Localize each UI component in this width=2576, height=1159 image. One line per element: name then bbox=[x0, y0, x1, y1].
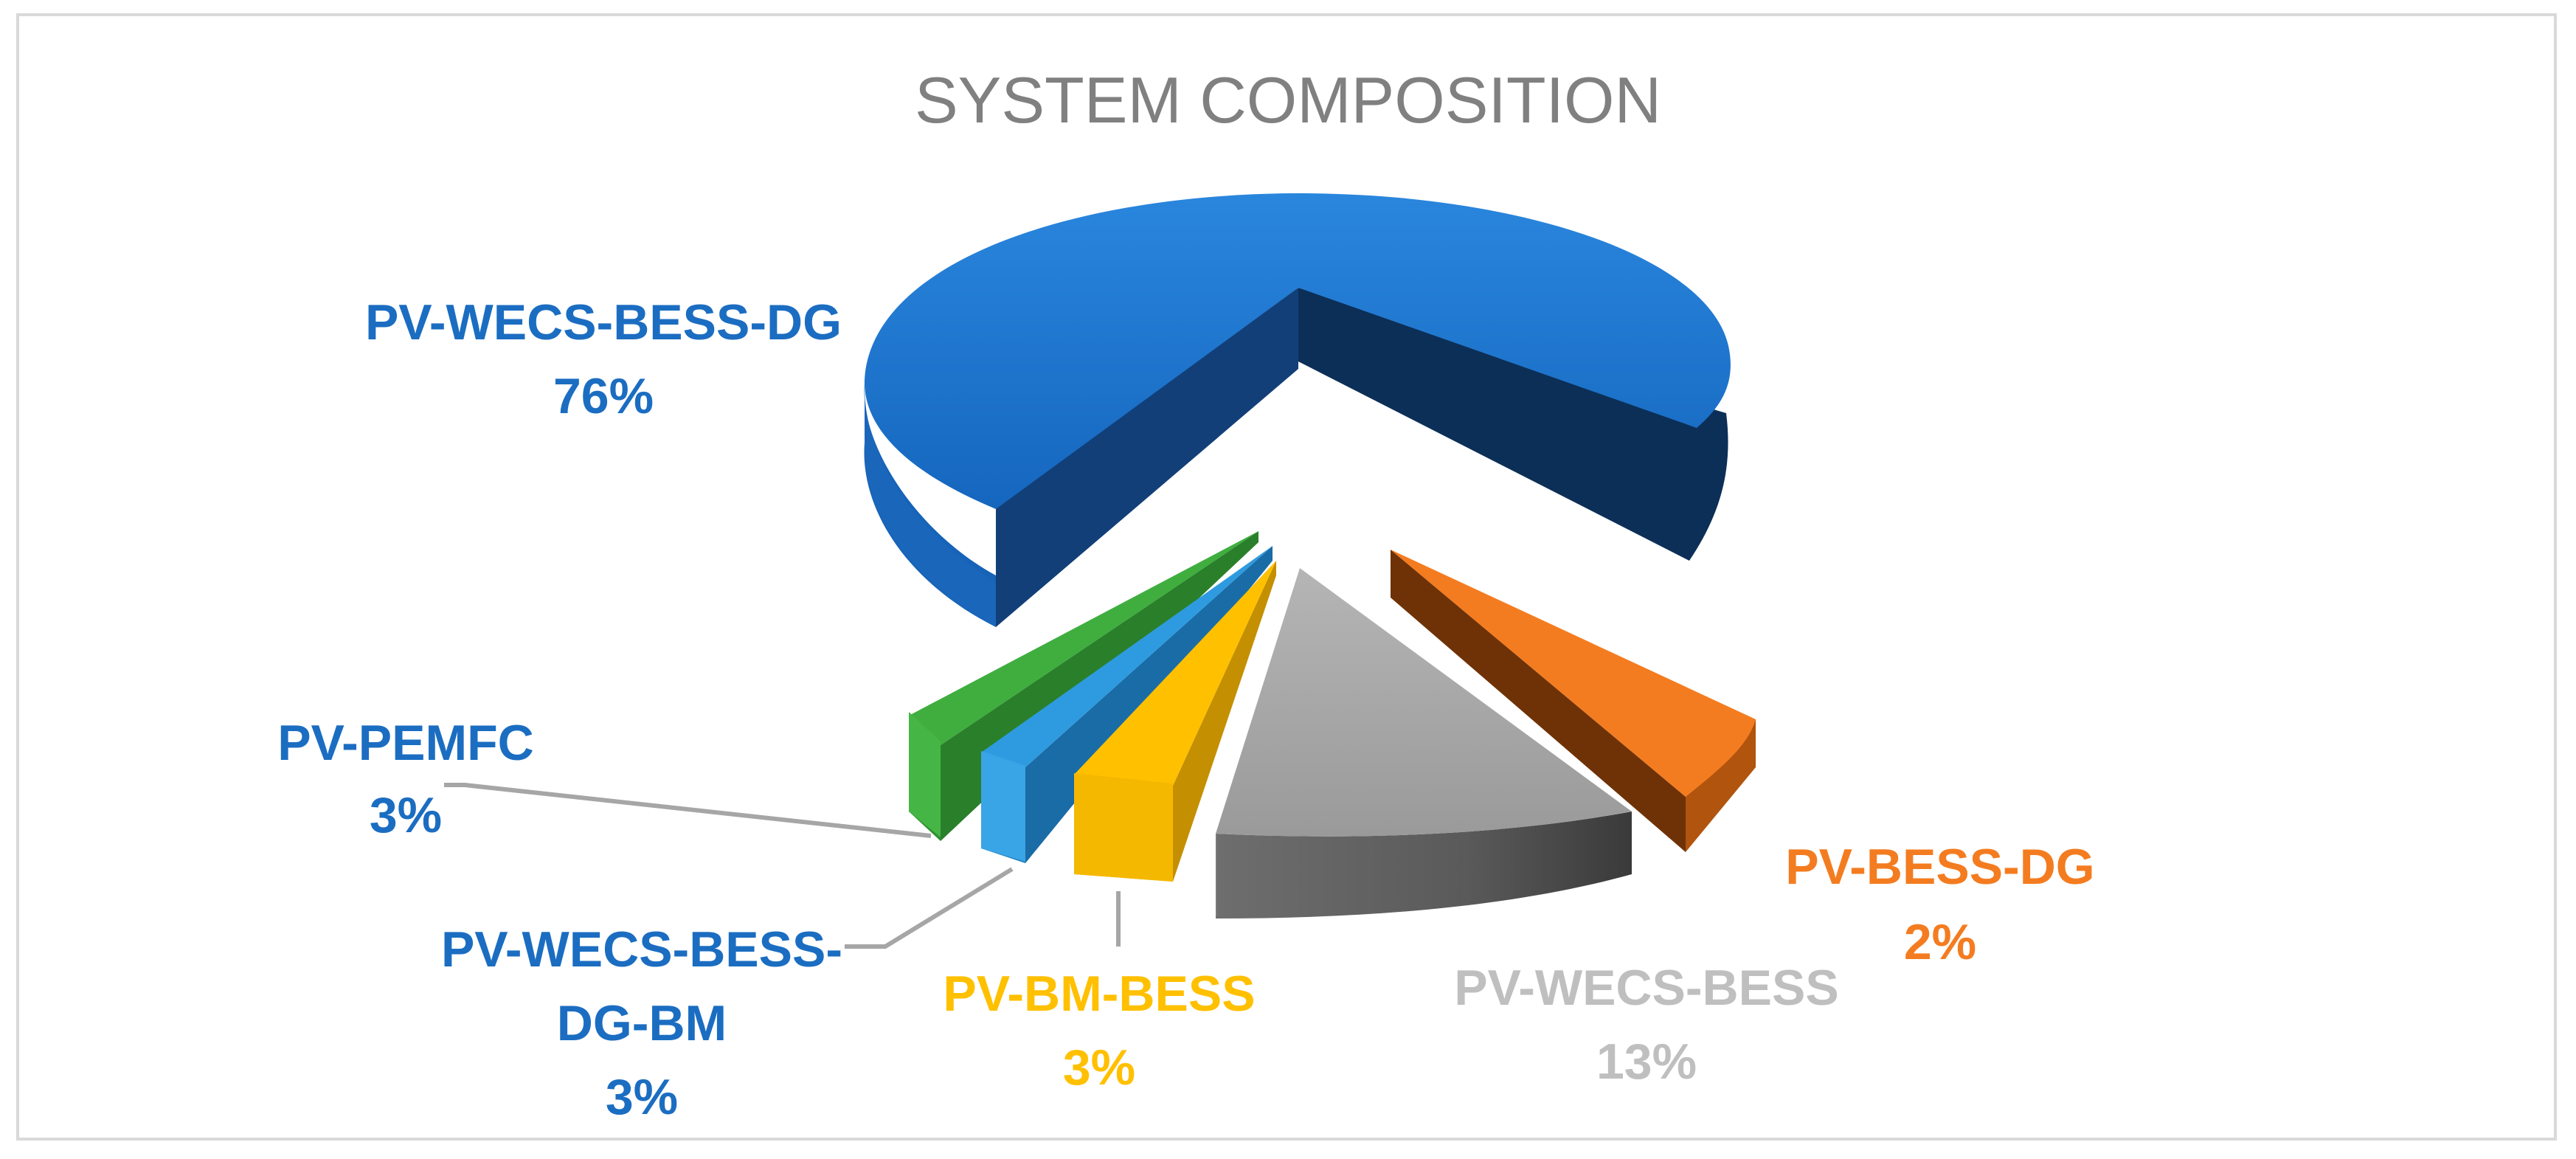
slice-top bbox=[981, 546, 1273, 767]
slice-side-front bbox=[1686, 719, 1756, 852]
label-category: PV-PEMFC bbox=[277, 715, 534, 771]
slice-pv-bm-bess bbox=[1074, 561, 1276, 882]
slice-pv-wecs-bess-dg bbox=[864, 193, 1731, 627]
data-label-pv-bess-dg: PV-BESS-DG 2% bbox=[1785, 839, 2094, 970]
slice-front bbox=[981, 751, 1025, 862]
label-value: 2% bbox=[1904, 914, 1976, 970]
data-label-pv-wecs-bess-dg-bm: PV-WECS-BESS- DG-BM 3% bbox=[441, 921, 842, 1125]
slice-front bbox=[909, 712, 941, 837]
slice-front bbox=[1074, 773, 1173, 882]
slice-top bbox=[909, 531, 1258, 745]
leader-line-pv-wecs-bess-dg-bm bbox=[845, 867, 1014, 949]
slice-side-front bbox=[864, 384, 996, 627]
slice-top bbox=[1216, 568, 1632, 837]
label-value: 13% bbox=[1596, 1034, 1697, 1090]
slice-side bbox=[1216, 812, 1632, 918]
slice-side-right bbox=[1298, 288, 1728, 561]
slice-pv-wecs-bess bbox=[1216, 568, 1632, 918]
label-value: 3% bbox=[1063, 1039, 1135, 1096]
label-category-line2: DG-BM bbox=[557, 995, 727, 1051]
slice-side-cut bbox=[1216, 834, 1217, 918]
slice-pv-bess-dg bbox=[1391, 550, 1756, 852]
data-label-pv-bm-bess: PV-BM-BESS 3% bbox=[943, 966, 1255, 1096]
slice-side-cut bbox=[1173, 561, 1276, 882]
chart-title: SYSTEM COMPOSITION bbox=[915, 63, 1661, 136]
leader-lines bbox=[444, 783, 1121, 949]
slice-side-cut-left bbox=[996, 288, 1298, 627]
slice-top bbox=[864, 193, 1731, 509]
slice-side-cut bbox=[1391, 550, 1686, 852]
label-category: PV-WECS-BESS-DG bbox=[365, 294, 842, 350]
label-value: 3% bbox=[606, 1069, 678, 1125]
label-value: 3% bbox=[370, 787, 442, 843]
leader-line-pv-pemfc bbox=[444, 783, 932, 838]
data-label-pv-pemfc: PV-PEMFC 3% bbox=[277, 715, 534, 843]
label-category: PV-WECS-BESS- bbox=[441, 921, 842, 978]
data-label-pv-wecs-bess-dg: PV-WECS-BESS-DG 76% bbox=[365, 294, 842, 424]
slice-top bbox=[1074, 561, 1276, 786]
label-category: PV-BESS-DG bbox=[1785, 839, 2094, 895]
slice-top bbox=[1391, 550, 1756, 797]
label-value: 76% bbox=[553, 368, 654, 424]
label-category: PV-WECS-BESS bbox=[1454, 960, 1838, 1016]
data-label-pv-wecs-bess: PV-WECS-BESS 13% bbox=[1454, 960, 1838, 1090]
label-category: PV-BM-BESS bbox=[943, 966, 1255, 1022]
